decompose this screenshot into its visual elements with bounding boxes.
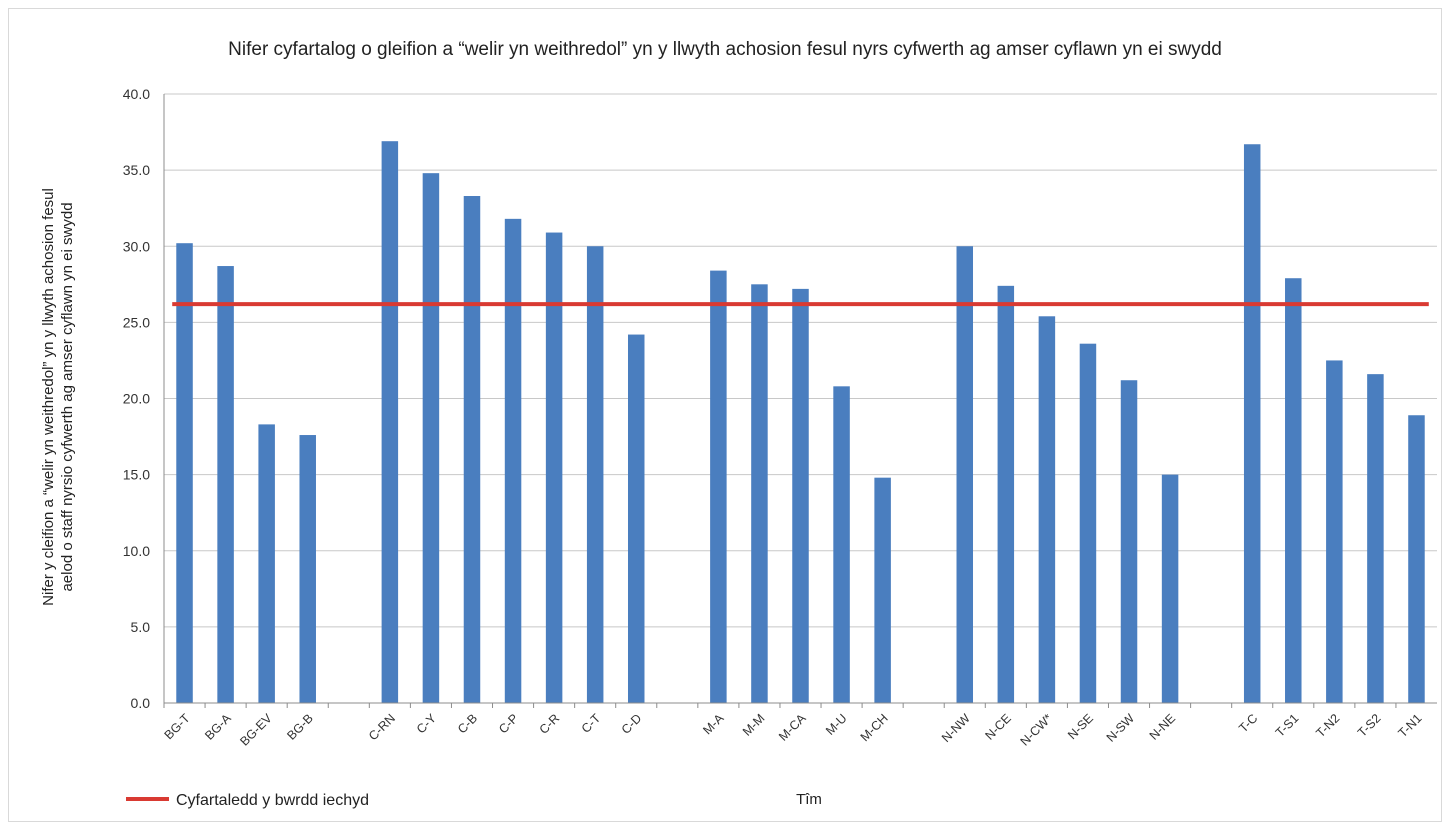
x-tick-label: M-U (823, 711, 850, 738)
x-tick-label: N-NW (939, 711, 973, 745)
x-tick-label: T-S2 (1355, 711, 1384, 740)
bar (1161, 474, 1179, 703)
x-tick-label: N-SW (1104, 711, 1138, 745)
y-tick-label: 40.0 (123, 86, 150, 102)
x-axis-label: Tîm (796, 791, 822, 808)
x-tick-label: M-CA (776, 711, 809, 744)
x-tick-label: M-A (700, 711, 727, 738)
bar (956, 246, 974, 703)
bar (833, 386, 850, 703)
y-tick-label: 15.0 (123, 467, 150, 483)
bar (710, 270, 727, 703)
bars (176, 141, 1425, 704)
x-tick-label: BG-EV (237, 711, 275, 749)
x-tick-label: T-S1 (1273, 711, 1302, 740)
bar (1079, 343, 1097, 703)
y-tick-label: 30.0 (123, 238, 150, 254)
y-tick-label: 5.0 (131, 619, 151, 635)
y-tick-labels: 0.0 5.0 10.0 15.0 20.0 25.0 30.0 35.0 40.0 (123, 86, 150, 711)
y-axis-label-line-2: aelod o staff nyrsio cyfwerth ag amser c… (59, 202, 76, 591)
bar (258, 424, 275, 703)
x-tick-label: T-N1 (1396, 711, 1425, 740)
x-tick-label: C-T (579, 711, 604, 736)
x-tick-label: N-SE (1065, 711, 1096, 742)
x-tick-label: N-CW* (1018, 711, 1055, 748)
bar (792, 288, 809, 703)
bar (751, 284, 768, 703)
bar (422, 173, 440, 704)
x-tick-label: C-Y (414, 711, 440, 737)
bar (463, 196, 481, 703)
x-tick-label: BG-T (162, 711, 193, 742)
x-tick-label: C-B (455, 711, 480, 736)
x-tick-label: BG-B (284, 711, 316, 743)
bar (1367, 374, 1384, 703)
bar (1120, 380, 1138, 703)
bar (1038, 316, 1056, 703)
x-tick-label: T-N2 (1313, 711, 1342, 740)
x-tick-label: C-RN (366, 711, 398, 743)
x-tick-label: T-C (1236, 711, 1260, 735)
bar (504, 218, 522, 703)
x-tick-label: N-CE (982, 711, 1014, 743)
x-tick-label: C-D (619, 711, 645, 737)
chart-title: Nifer cyfartalog o gleifion a “welir yn … (228, 39, 1222, 60)
bar (545, 232, 563, 704)
x-tick-label: M-M (740, 711, 768, 739)
bar (1408, 415, 1425, 703)
bar (1285, 278, 1302, 703)
y-tick-label: 0.0 (131, 695, 151, 711)
legend-label-reference-line: Cyfartaledd y bwrdd iechyd (176, 792, 369, 809)
bar (997, 285, 1015, 703)
bar (1326, 360, 1343, 703)
bar (627, 334, 645, 703)
bar (1243, 144, 1261, 703)
bar (586, 246, 604, 703)
y-tick-label: 20.0 (123, 391, 150, 407)
axes (163, 94, 1437, 708)
bar (217, 266, 234, 703)
y-tick-label: 10.0 (123, 543, 150, 559)
x-tick-label: M-CH (858, 711, 891, 744)
x-tick-label: N-NE (1147, 711, 1179, 743)
bar (874, 477, 891, 703)
x-tick-label: C-R (537, 711, 563, 737)
x-tick-label: C-P (496, 711, 521, 736)
y-tick-label: 25.0 (123, 314, 150, 330)
x-tick-label: BG-A (202, 711, 234, 743)
y-axis-label-line-1: Nifer y cleifion a “welir yn weithredol”… (40, 188, 57, 606)
bar (299, 435, 316, 703)
bar (381, 141, 399, 703)
bar (176, 243, 193, 703)
y-tick-label: 35.0 (123, 162, 150, 178)
x-tick-labels: BG-T BG-A BG-EV BG-B C-RN C-Y C-B C-P C-R C-T C-D M… (162, 711, 1425, 749)
